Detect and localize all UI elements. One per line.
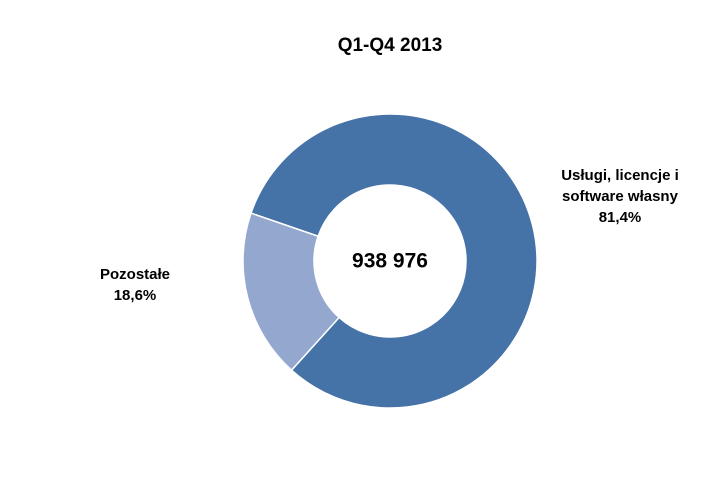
center-label: 938 976 [352, 250, 428, 273]
slices [242, 113, 538, 409]
slice [242, 212, 341, 372]
value-label: 18,6% [113, 287, 157, 304]
chart-title: Q1-Q4 2013 [338, 35, 443, 56]
slice [250, 113, 538, 409]
data-label: Usługi, licencje i software własny 81,4% [545, 165, 695, 228]
value-label: 81,4% [598, 209, 642, 226]
category-label: Pozostałe [99, 266, 171, 283]
data-label: Pozostałe 18,6% [60, 264, 210, 306]
category-label: Usługi, licencje i software własny [561, 167, 679, 205]
